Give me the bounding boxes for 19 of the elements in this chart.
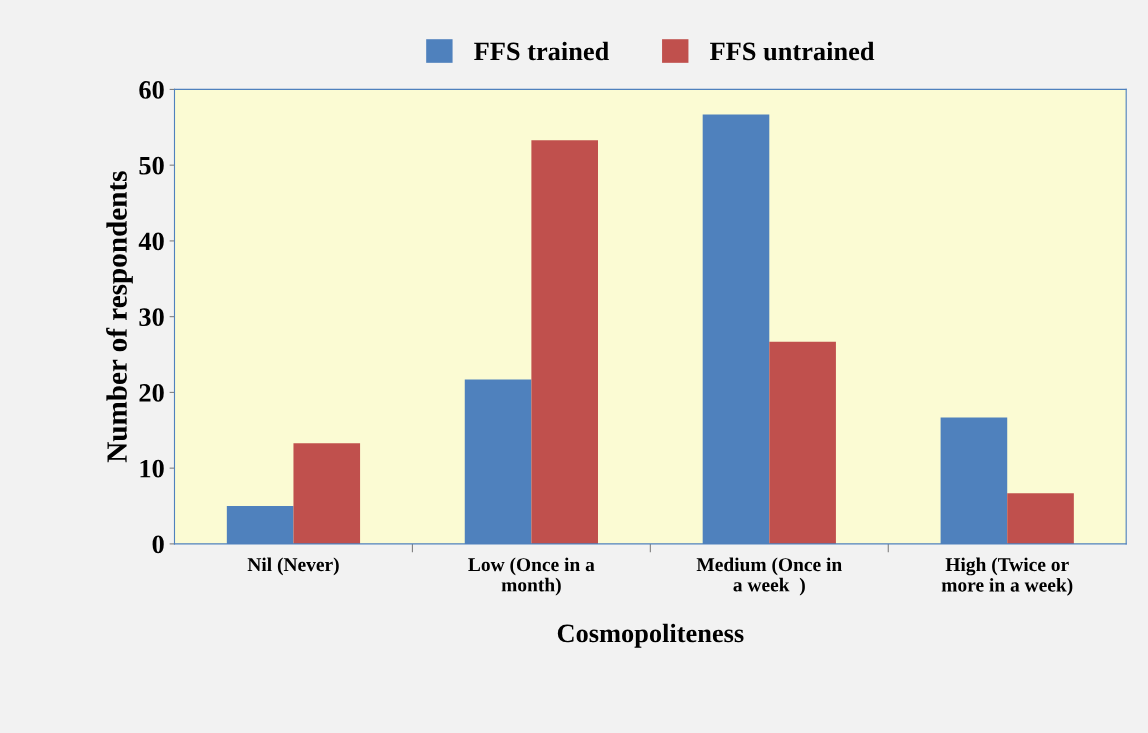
y-tick-label: 50	[139, 156, 164, 175]
y-tick-label: 20	[139, 384, 164, 402]
x-tick-label: High (Twice or more in a week)	[941, 557, 1073, 596]
x-axis-title: Cosmopoliteness	[557, 623, 744, 648]
x-tick-label: Medium (Once in a week )	[696, 557, 842, 596]
y-tick-label: 60	[139, 81, 164, 99]
legend-label: FFS trained	[474, 41, 609, 61]
legend-label: FFS untrained	[710, 41, 875, 61]
y-axis-title: Number of respondents	[106, 171, 133, 463]
x-tick-label: Nil (Never)	[247, 557, 339, 576]
y-tick-label: 0	[152, 535, 164, 554]
bar	[531, 140, 598, 544]
bar	[293, 443, 361, 544]
y-tick-label: 40	[138, 232, 164, 251]
y-tick-label: 30	[139, 308, 164, 327]
x-tick-label: Low (Once in a month)	[468, 557, 595, 596]
bar	[1007, 493, 1074, 544]
bar	[769, 341, 836, 544]
y-tick-label: 10	[140, 459, 164, 478]
